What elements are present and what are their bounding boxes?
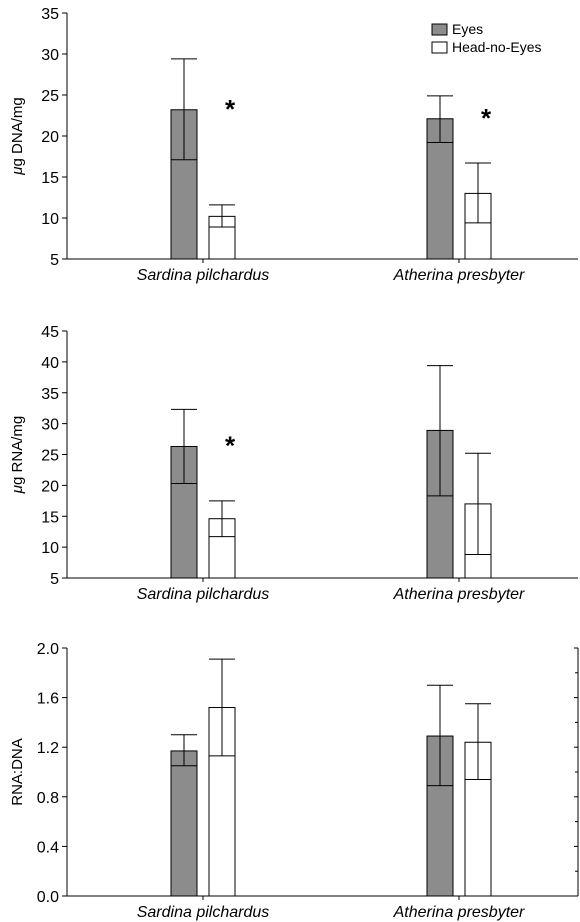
y-tick-label: 40 [41,355,59,372]
y-tick-label: 20 [41,478,59,495]
y-tick-label: 5 [50,571,59,588]
y-tick-label: 30 [41,47,59,64]
y-axis-label-text: g RNA/mg [9,416,26,485]
y-tick-label: 35 [41,6,59,23]
y-tick-label: 15 [41,509,59,526]
y-tick-label: 10 [41,540,59,557]
y-tick-label: 5 [50,252,59,269]
y-tick-label: 30 [41,417,59,434]
significance-asterisk: * [225,94,236,124]
legend: Eyes Head-no-Eyes [432,21,542,55]
y-tick-label: 35 [41,386,59,403]
x-tick-label: Sardina pilchardus [137,267,270,284]
legend-swatch-head-no-eyes [432,42,447,53]
legend-swatch-eyes [432,24,447,35]
x-tick-label: Atherina presbyter [393,586,525,603]
legend-label-head-no-eyes: Head-no-Eyes [452,39,542,55]
y-axis-label-text: RNA:DNA [9,738,26,806]
y-tick-label: 25 [41,448,59,465]
y-axis-label: RNA:DNA [9,738,26,806]
significance-asterisk: * [225,430,236,460]
y-tick-label: 1.6 [37,691,59,708]
y-tick-label: 25 [41,88,59,105]
y-tick-label: 10 [41,211,59,228]
bar-eyes [171,751,197,896]
x-tick-label: Atherina presbyter [393,904,525,921]
chart-3: 0.0 0.4 0.8 1.2 1.6 2.0 RNA:DNA Sardina pilchar… [9,641,578,921]
y-tick-label: 0.4 [37,839,59,856]
y-axis-label-mu: μ [9,485,26,494]
significance-asterisk: * [481,103,492,133]
y-tick-label: 1.2 [37,740,59,757]
y-axis-label: μg DNA/mg [9,97,26,175]
x-tick-label: Atherina presbyter [393,267,525,284]
y-tick-label: 20 [41,129,59,146]
x-tick-label: Sardina pilchardus [137,904,270,921]
y-tick-label: 0.8 [37,790,59,807]
y-tick-label: 0.0 [37,889,59,906]
y-tick-label: 2.0 [37,641,59,658]
y-tick-label: 15 [41,170,59,187]
legend-label-eyes: Eyes [452,21,483,37]
x-tick-label: Sardina pilchardus [137,586,270,603]
y-axis-label-text: g DNA/mg [9,97,26,166]
chart-2: 5 10 15 20 25 30 35 40 45 μg RNA/mg Sardina pilcha… [9,324,578,603]
y-axis-label-mu: μ [9,166,26,175]
y-axis-label: μg RNA/mg [9,416,26,494]
y-tick-label: 45 [41,324,59,341]
